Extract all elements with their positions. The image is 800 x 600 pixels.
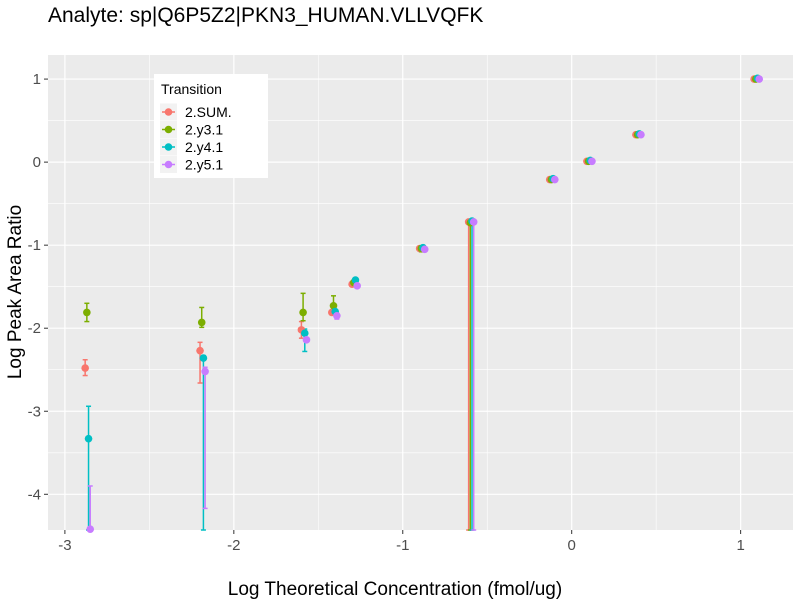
chart-title: Analyte: sp|Q6P5Z2|PKN3_HUMAN.VLLVQFK: [48, 4, 483, 27]
y-tick-label: -3: [28, 403, 41, 420]
legend-key-point: [164, 108, 173, 116]
data-points: [81, 74, 764, 533]
x-axis-title: Log Theoretical Concentration (fmol/ug): [228, 579, 562, 600]
legend-title: Transition: [161, 81, 222, 97]
data-point: [420, 245, 429, 254]
y-axis-title: Log Peak Area Ratio: [5, 205, 26, 379]
x-tick-label: -2: [227, 537, 240, 554]
legend-label: 2.y3.1: [185, 122, 223, 138]
data-point: [302, 336, 311, 344]
legend-item: 2.y3.1: [160, 121, 223, 138]
legend-item: 2.SUM.: [160, 103, 232, 121]
data-point: [201, 367, 209, 376]
data-point: [196, 346, 204, 355]
data-point: [637, 130, 645, 139]
x-tick-label: 0: [568, 537, 576, 554]
data-point: [329, 301, 338, 310]
data-point: [333, 311, 341, 320]
data-point: [84, 434, 93, 443]
y-axis-ticks: 1 0 -1 -2 -3 -4: [28, 71, 48, 503]
data-point: [197, 318, 206, 327]
data-point: [299, 308, 307, 317]
y-tick-label: -4: [28, 486, 41, 503]
data-point: [755, 75, 764, 83]
legend-key-point: [164, 143, 173, 151]
data-point: [199, 354, 208, 362]
x-tick-label: 1: [736, 537, 744, 554]
data-point: [83, 308, 91, 317]
legend-label: 2.y5.1: [185, 157, 223, 173]
error-bar: [202, 366, 208, 510]
data-point: [469, 218, 478, 226]
legend-label: 2.y4.1: [185, 139, 223, 155]
y-tick-label: -2: [28, 320, 41, 337]
x-axis-ticks: -3 -2 -1 0 1: [58, 530, 745, 554]
legend-key-point: [164, 125, 173, 134]
x-tick-label: -1: [396, 537, 409, 554]
data-point: [353, 282, 361, 290]
legend-key-point: [164, 160, 173, 169]
legend: Transition 2.SUM. 2.y3.12.y4.1 2.y5.1: [154, 74, 268, 178]
y-tick-label: 1: [33, 71, 41, 88]
y-tick-label: 0: [33, 154, 41, 171]
y-tick-label: -1: [28, 237, 41, 254]
legend-item: 2.y5.1: [160, 156, 223, 173]
data-point: [588, 157, 596, 166]
data-point: [551, 175, 559, 184]
legend-label: 2.SUM.: [185, 104, 232, 120]
x-tick-label: -3: [58, 537, 71, 554]
legend-item: 2.y4.1: [160, 138, 223, 156]
data-point: [86, 525, 95, 533]
data-point: [81, 364, 89, 372]
data-point: [300, 329, 309, 337]
data-point: [351, 276, 360, 284]
